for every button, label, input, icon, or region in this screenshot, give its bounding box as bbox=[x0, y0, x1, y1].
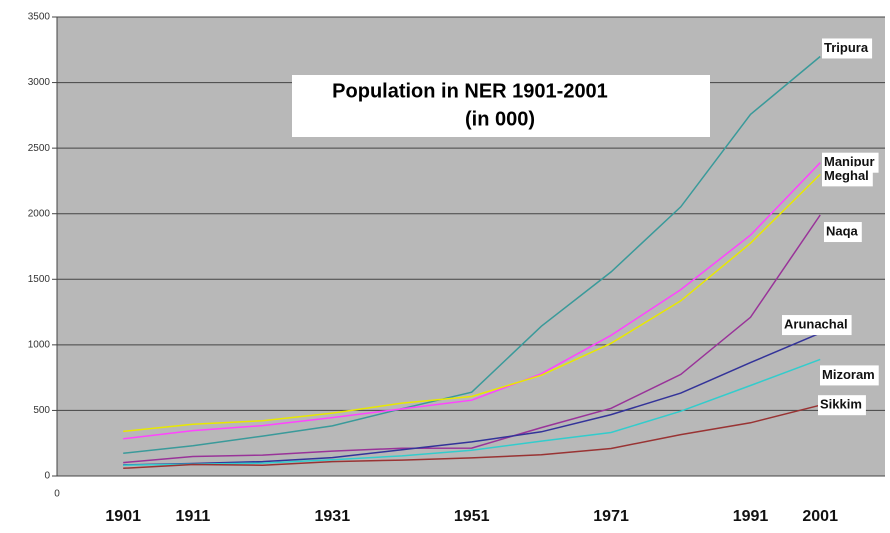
series-label-box bbox=[824, 222, 862, 243]
x-tick-label: 1971 bbox=[593, 508, 629, 525]
title-box bbox=[292, 75, 710, 137]
chart-title: Population in NER 1901-2001 bbox=[332, 80, 608, 102]
x-tick-label: 1911 bbox=[176, 508, 211, 525]
series-label-box bbox=[820, 365, 879, 386]
y-tick-label: 3500 bbox=[28, 12, 51, 23]
series-label: Naqa bbox=[826, 223, 859, 238]
series-label-box bbox=[822, 166, 873, 187]
y-tick-label: 1000 bbox=[28, 339, 51, 350]
y-tick-label: 0 bbox=[44, 471, 50, 482]
chart-subtitle: (in 000) bbox=[465, 108, 535, 130]
x-tick-label: 1901 bbox=[105, 508, 141, 525]
series-line bbox=[123, 173, 821, 433]
y-tick-label: 1500 bbox=[28, 274, 51, 285]
series-label-box bbox=[818, 395, 866, 416]
y-tick-label: 2500 bbox=[28, 143, 51, 154]
x-tick-label: 2001 bbox=[802, 508, 838, 525]
y-tick-label: 2000 bbox=[28, 208, 51, 219]
x-tick-label: 1991 bbox=[733, 508, 769, 525]
x-tick-label: 0 bbox=[54, 489, 60, 500]
series-label: Sikkim bbox=[820, 397, 862, 412]
series-line bbox=[123, 404, 821, 470]
series-line bbox=[123, 358, 821, 466]
series-line bbox=[123, 332, 821, 466]
series-line bbox=[123, 214, 821, 464]
y-tick-label: 3000 bbox=[28, 77, 51, 88]
series-line bbox=[123, 162, 821, 440]
series-label: Tripura bbox=[824, 40, 869, 55]
series-label: Mizoram bbox=[822, 367, 875, 382]
x-tick-label: 1951 bbox=[454, 508, 490, 525]
series-label: Manipur bbox=[824, 154, 875, 169]
series-line bbox=[123, 55, 821, 455]
series-label-box bbox=[822, 38, 873, 59]
x-tick-label: 1931 bbox=[315, 508, 351, 525]
series-label: Meghal bbox=[824, 168, 869, 183]
y-tick-label: 500 bbox=[33, 405, 50, 416]
series-label-box bbox=[782, 315, 852, 336]
series-label: Arunachal bbox=[784, 316, 848, 331]
